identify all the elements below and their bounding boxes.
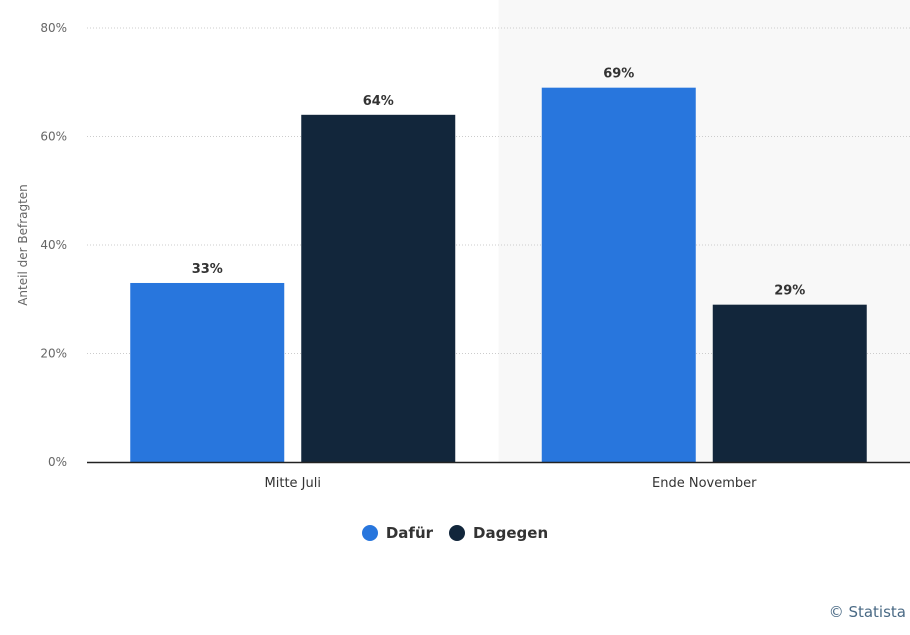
- legend-label-dafuer: Dafür: [385, 524, 434, 542]
- bar: [541, 87, 696, 463]
- legend-item-dagegen[interactable]: Dagegen: [449, 524, 548, 542]
- y-axis-title: Anteil der Befragten: [16, 184, 30, 306]
- data-label: 64%: [363, 94, 394, 109]
- legend-label-dagegen: Dagegen: [473, 524, 549, 542]
- x-category-label: Ende November: [652, 476, 757, 491]
- y-tick-label: 40%: [40, 238, 67, 252]
- legend-marker-dagegen: [449, 525, 466, 541]
- y-tick-label: 60%: [40, 130, 67, 144]
- y-tick-label: 80%: [40, 21, 67, 35]
- statista-credit-link[interactable]: © Statista: [828, 603, 906, 621]
- data-label: 33%: [192, 262, 223, 277]
- bar: [712, 304, 867, 462]
- y-tick-label: 0%: [48, 455, 67, 469]
- data-label: 69%: [603, 67, 634, 82]
- y-tick-label: 20%: [40, 347, 67, 361]
- bar-chart: 0% 20% 40% 60% 80% Anteil der Befragten 33% 64%…: [16, 21, 910, 491]
- bar: [301, 114, 456, 463]
- bar: [130, 282, 285, 462]
- data-label: 29%: [774, 284, 805, 299]
- legend: Dafür Dagegen: [0, 524, 910, 542]
- x-category-label: Mitte Juli: [265, 476, 321, 491]
- legend-marker-dafuer: [361, 525, 378, 541]
- legend-item-dafuer[interactable]: Dafür: [361, 524, 434, 542]
